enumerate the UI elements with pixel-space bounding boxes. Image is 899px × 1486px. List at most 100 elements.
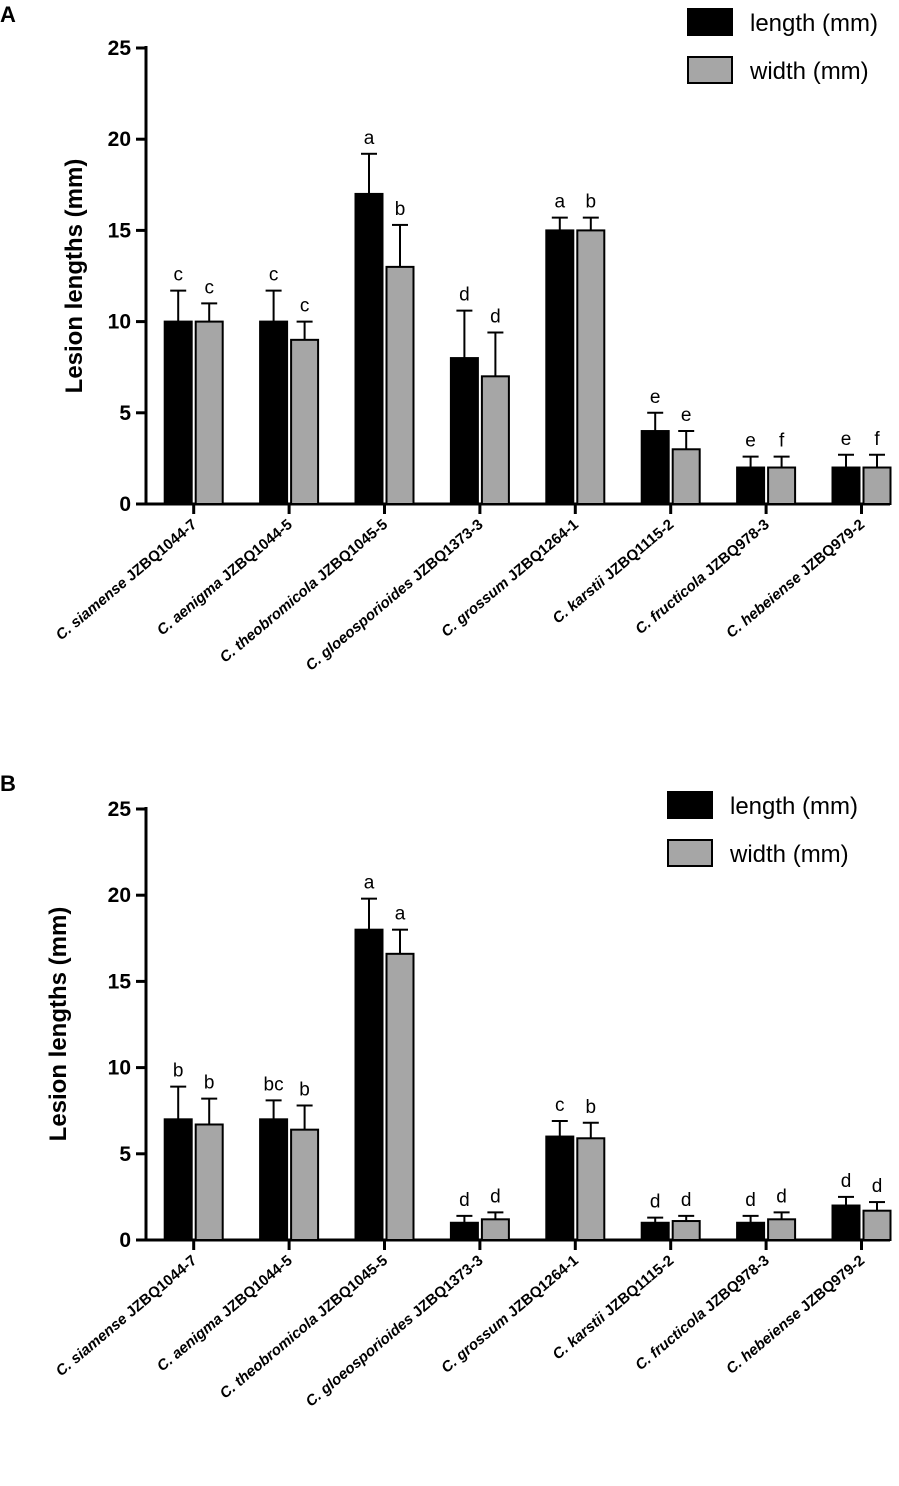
chart-a-bar-length [831,466,861,505]
chart-b-significance-letter: a [364,873,375,894]
chart-b-legend-label-width: width (mm) [729,841,849,868]
chart-a-significance-letter: f [779,431,785,452]
chart-a-bar-length [163,320,193,505]
chart-b-category-species: C. theobromicola [217,1308,325,1402]
chart-a-bar-width [767,466,797,505]
chart-a-bar-width [480,375,510,506]
chart-a-category-label: C. gloeosporioides JZBQ1373-3 [302,516,486,674]
chart-b-significance-letter: d [872,1176,883,1197]
chart-b-significance-letter: b [586,1097,597,1118]
chart-a-legend-label-length: length (mm) [750,10,878,37]
chart-a-panel-letter: A [0,2,16,27]
chart-a-significance-letter: c [173,265,183,286]
chart-b-category-strain: JZBQ1045-5 [314,1252,391,1321]
chart-b-legend-label-length: length (mm) [730,793,858,820]
chart-a-significance-letter: d [459,285,470,306]
chart-b-category-strain: JZBQ1264-1 [505,1252,582,1321]
chart-a-category-species: C. aenigma [154,572,229,639]
chart-a-y-tick-label: 20 [108,128,131,151]
chart-a-significance-letter: a [364,128,375,149]
chart-b-bar-length [831,1204,861,1241]
chart-a-category-species: C. karstii [549,571,612,627]
chart-a-bar-length [259,320,289,505]
chart-a-bar-width [194,320,224,505]
chart-b-bar-width [862,1209,892,1241]
chart-b-y-tick-label: 5 [119,1143,131,1166]
chart-a-bar-width [671,448,701,505]
chart-b-significance-letter: bc [264,1074,284,1095]
chart-a-bar-width [290,338,320,505]
chart-b-bar-length [163,1118,193,1242]
chart-b-significance-letter: b [299,1080,310,1101]
chart-b-category-strain: JZBQ979-2 [797,1252,868,1315]
chart-a-category-species: C. hebeiense [723,566,808,641]
chart-a-significance-letter: a [555,192,566,213]
chart-b-significance-letter: d [681,1190,692,1211]
chart-a-significance-letter: c [300,296,310,317]
chart-a-category-strain: JZBQ1373-3 [409,516,486,585]
chart-a-category-label: C. theobromicola JZBQ1045-5 [217,516,391,666]
chart-b-bar-width [767,1218,797,1242]
chart-b-category-label: C. theobromicola JZBQ1045-5 [217,1252,391,1402]
chart-a-significance-letter: d [490,307,501,328]
chart-b-significance-letter: d [841,1171,852,1192]
chart-panel-b: B Lesion lengths (mm) 0 5 10 15 20 25 C. siamens… [0,743,899,1486]
chart-a-significance-letter: f [874,429,880,450]
chart-b-category-label: C. gloeosporioides JZBQ1373-3 [302,1252,486,1410]
chart-a-y-tick-label: 25 [108,37,132,60]
chart-a-category-strain: JZBQ1045-5 [314,516,391,585]
chart-a-significance-letter: b [395,199,406,220]
chart-a-bar-length [545,229,575,505]
chart-b-category-species: C. grossum [438,1308,515,1377]
chart-a-category-strain: JZBQ1044-7 [123,516,200,585]
chart-a-category-strain: JZBQ1044-5 [218,516,295,585]
chart-a-significance-letter: c [269,265,279,286]
chart-b-legend-swatch-width [667,839,713,867]
chart-a-category-species: C. theobromicola [217,572,325,666]
chart-b-significance-letter: b [173,1061,184,1082]
chart-b-significance-letter: d [650,1192,661,1213]
chart-a-significance-letter: b [586,192,597,213]
chart-a-category-strain: JZBQ978-3 [702,516,773,579]
chart-a-legend-label-width: width (mm) [749,58,869,85]
chart-b-category-species: C. fructicola [632,1302,713,1373]
chart-b-significance-letter: d [745,1190,756,1211]
chart-a-y-tick-label: 5 [119,402,131,425]
chart-b-significance-letter: c [555,1095,565,1116]
chart-b-category-species: C. hebeiense [723,1302,808,1377]
chart-a-legend-swatch-width [687,56,733,84]
chart-b-bar-length [354,928,384,1241]
chart-b-legend-swatch-length [667,791,713,819]
chart-a-bar-width [862,466,892,505]
chart-b-category-strain: JZBQ1115-2 [601,1252,677,1320]
chart-b-category-strain: JZBQ1044-5 [218,1252,295,1321]
chart-b-bar-width [671,1220,701,1242]
chart-a-svg: A Lesion lengths (mm) 0 5 10 15 20 25 C. siamens… [0,2,892,674]
chart-b-category-strain: JZBQ1373-3 [409,1252,486,1321]
chart-a-bar-length [354,192,384,505]
chart-b-category-strain: JZBQ978-3 [702,1252,773,1315]
chart-b-bar-width [576,1137,606,1241]
chart-a-significance-letter: e [650,387,661,408]
chart-b-y-tick-label: 20 [108,884,131,907]
chart-b-bar-width [194,1123,224,1242]
chart-a-legend-swatch-length [687,8,733,36]
chart-b-bar-width [480,1218,510,1242]
chart-b-bar-length [640,1221,670,1242]
chart-b-bar-length [449,1221,479,1242]
chart-b-y-tick-label: 25 [108,798,132,821]
chart-a-bar-width [576,229,606,505]
chart-b-y-tick-label: 10 [108,1057,131,1080]
chart-a-significance-letter: e [841,429,852,450]
chart-b-significance-letter: d [459,1190,470,1211]
chart-a-significance-letter: e [745,431,756,452]
chart-a-bar-length [736,466,766,505]
chart-b-y-axis-title: Lesion lengths (mm) [45,907,72,1142]
chart-b-significance-letter: d [490,1186,501,1207]
chart-b-category-species: C. siamense [53,1308,134,1380]
chart-b-bar-width [290,1128,320,1241]
chart-b-bar-width [385,952,415,1241]
chart-a-y-tick-label: 10 [108,311,131,334]
chart-b-category-species: C. karstii [549,1307,612,1363]
chart-b-bar-length [259,1118,289,1242]
